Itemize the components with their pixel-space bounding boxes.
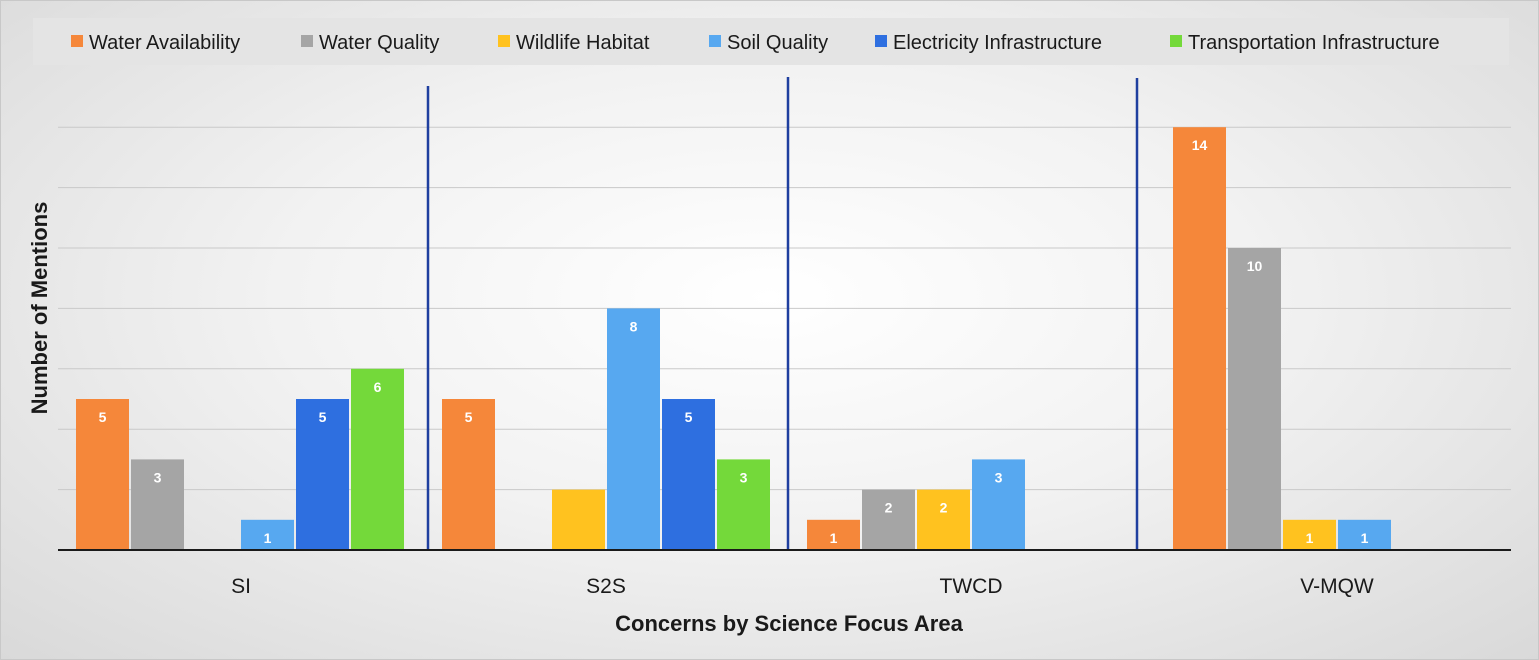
- bar: [607, 308, 660, 550]
- legend-label: Soil Quality: [727, 32, 828, 54]
- bar: [1173, 127, 1226, 550]
- legend-swatch: [875, 35, 887, 47]
- data-label: 2: [885, 500, 893, 516]
- bar: [1283, 519, 1336, 550]
- category-label: TWCD: [940, 575, 1003, 598]
- legend-swatch: [1170, 35, 1182, 47]
- data-label: 3: [740, 469, 748, 485]
- legend-swatch: [301, 35, 313, 47]
- bar: [296, 399, 349, 550]
- gridlines: [58, 126, 1511, 491]
- legend-swatch: [71, 35, 83, 47]
- data-label: 3: [154, 469, 162, 485]
- bar: [442, 399, 495, 550]
- bar: [241, 519, 294, 550]
- legend-label: Water Availability: [89, 32, 240, 54]
- bar: [807, 519, 860, 550]
- bar: [917, 489, 970, 550]
- legend-label: Electricity Infrastructure: [893, 32, 1102, 54]
- data-label: 3: [995, 469, 1003, 485]
- y-axis-title: Number of Mentions: [27, 202, 52, 415]
- data-label: 1: [1306, 530, 1314, 546]
- category-label: S2S: [586, 575, 626, 598]
- data-label: 5: [319, 409, 327, 425]
- bar: [862, 489, 915, 550]
- bar: [972, 459, 1025, 550]
- data-label: 5: [465, 409, 473, 425]
- bar: [1338, 519, 1391, 550]
- data-labels: 5 5 1 14 3 2 10 2 1 1 8 3 1 5 5 6 3: [99, 137, 1369, 546]
- data-label: 1: [264, 530, 272, 546]
- legend-swatch: [498, 35, 510, 47]
- legend: Water Availability Water Quality Wildlife …: [71, 32, 1440, 54]
- data-label: 5: [685, 409, 693, 425]
- data-label: 14: [1192, 137, 1208, 153]
- data-label: 10: [1247, 258, 1263, 274]
- legend-label: Water Quality: [319, 32, 439, 54]
- bar: [351, 368, 404, 550]
- bar: [552, 489, 605, 550]
- data-label: 1: [1361, 530, 1369, 546]
- bar: [717, 459, 770, 550]
- legend-label: Transportation Infrastructure: [1188, 32, 1440, 54]
- bars: [76, 127, 1391, 550]
- data-label: 2: [940, 500, 948, 516]
- category-label: SI: [231, 575, 251, 598]
- bar: [131, 459, 184, 550]
- data-label: 8: [630, 318, 638, 334]
- x-axis-title: Concerns by Science Focus Area: [615, 611, 963, 636]
- data-label: 6: [374, 379, 382, 395]
- category-label: V-MQW: [1300, 575, 1374, 598]
- bar: [76, 399, 129, 550]
- data-label: 1: [830, 530, 838, 546]
- category-labels: SI S2S TWCD V-MQW: [231, 575, 1374, 598]
- category-separators: [426, 77, 1139, 550]
- legend-label: Wildlife Habitat: [516, 32, 650, 54]
- bar: [662, 399, 715, 550]
- legend-background: [33, 18, 1509, 65]
- data-label: 5: [99, 409, 107, 425]
- bar: [1228, 248, 1281, 550]
- legend-swatch: [709, 35, 721, 47]
